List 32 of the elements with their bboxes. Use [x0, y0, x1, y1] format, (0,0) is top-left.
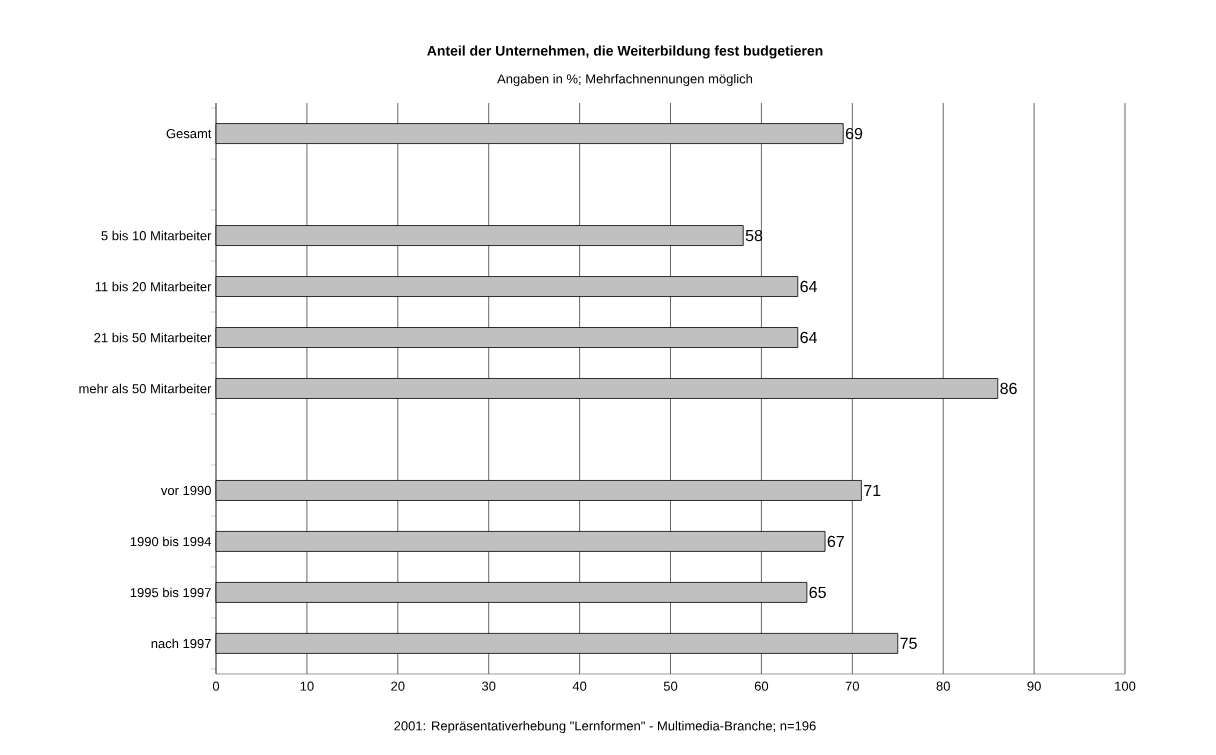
x-tick-label: 100 [1115, 681, 1136, 691]
x-tick-label: 50 [663, 681, 678, 691]
y-tick-label: 11 bis 20 Mitarbeiter [95, 281, 212, 292]
x-tick-label: 0 [212, 681, 220, 691]
y-tick-label: nach 1997 [151, 638, 211, 649]
y-tick-label: mehr als 50 Mitarbeiter [79, 383, 212, 394]
data-label: 71 [864, 484, 881, 496]
x-tick-label: 80 [936, 681, 950, 691]
x-tick-label: 70 [845, 681, 860, 691]
x-tick-label: 30 [481, 681, 496, 691]
x-tick-label: 10 [300, 681, 314, 691]
x-tick-label: 60 [754, 681, 769, 691]
y-tick-label: 21 bis 50 Mitarbeiter [94, 332, 212, 343]
x-tick-label: 20 [391, 681, 405, 691]
data-label: 65 [809, 586, 826, 599]
chart-subtitle: Angaben in %; Mehrfachnennungen möglich [497, 73, 753, 87]
x-tick-label: 90 [1027, 681, 1041, 691]
data-label: 64 [800, 331, 818, 344]
y-tick-label: 1995 bis 1997 [130, 587, 211, 598]
data-label: 69 [845, 127, 863, 140]
y-tick-label: 5 bis 10 Mitarbeiter [101, 230, 212, 241]
y-tick-label: Gesamt [166, 128, 212, 139]
data-label: 75 [900, 637, 917, 649]
x-tick-label: 40 [572, 681, 587, 691]
data-label: 64 [800, 280, 818, 293]
data-label: 67 [827, 535, 844, 548]
y-tick-label: 1990 bis 1994 [130, 536, 212, 547]
data-label: 58 [745, 229, 763, 242]
chart-title: Anteil der Unternehmen, die Weiterbildung fest budgetieren [427, 45, 823, 59]
text: 2001: Repräsentativerhebung "Lernformen" - Multimedia-Branche; n=196 [394, 720, 816, 734]
data-label: 86 [1000, 382, 1017, 395]
y-tick-label: vor 1990 [160, 485, 211, 496]
